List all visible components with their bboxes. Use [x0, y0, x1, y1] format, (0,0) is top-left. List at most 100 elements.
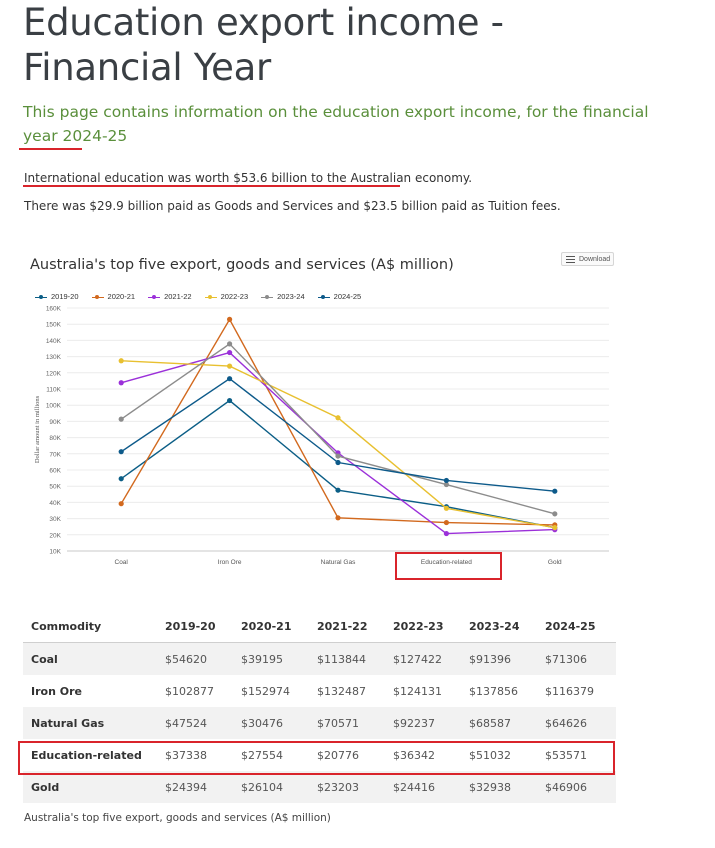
- legend-swatch: [261, 294, 274, 300]
- table-row: Gold $24394 $26104 $23203 $24416 $32938 …: [23, 771, 616, 803]
- commodity-table: Commodity 2019-20 2020-21 2021-22 2022-2…: [23, 610, 616, 803]
- data-point: [443, 505, 449, 511]
- table-cell: $32938: [461, 771, 537, 803]
- legend-item[interactable]: 2019-20: [35, 292, 79, 301]
- y-tick-label: 100K: [46, 403, 62, 410]
- data-point: [227, 349, 233, 356]
- table-cell: $26104: [233, 771, 309, 803]
- data-point: [552, 511, 558, 517]
- table-cell: $152974: [241, 684, 290, 698]
- table-cell: $30476: [233, 707, 309, 739]
- worth-paragraph: International education was worth $53.6 …: [24, 171, 473, 185]
- legend-label: 2021-22: [164, 292, 192, 302]
- chart-legend: 2019-20 2020-21 2021-22 2022-23 2023-24 2024-…: [35, 288, 374, 302]
- table-cell: Education-related: [31, 748, 142, 762]
- table-row: Coal $54620 $39195 $113844 $127422 $9139…: [23, 642, 616, 675]
- legend-swatch: [148, 294, 161, 300]
- table-cell: $127422: [385, 642, 461, 675]
- chart-title: Australia's top five export, goods and s…: [30, 257, 454, 273]
- annotation-underline-worth: [23, 185, 400, 187]
- table-row: Natural Gas $47524 $30476 $70571 $92237 …: [23, 707, 616, 739]
- legend-label: 2022-23: [220, 292, 249, 302]
- table-cell: $20776: [317, 748, 359, 762]
- y-tick-label: 10K: [49, 549, 61, 556]
- download-button[interactable]: Download: [561, 252, 614, 266]
- legend-swatch: [91, 294, 104, 300]
- table-cell: Natural Gas: [23, 707, 157, 739]
- table-cell: $53571: [545, 748, 587, 762]
- table-cell: $64626: [537, 707, 616, 739]
- table-caption: Australia's top five export, goods and s…: [24, 812, 331, 824]
- table-header: 2020-21: [233, 610, 309, 643]
- data-point: [227, 376, 233, 382]
- table-cell: $36342: [393, 748, 435, 762]
- table-header: 2019-20: [157, 610, 233, 643]
- legend-item[interactable]: 2020-21: [91, 292, 135, 301]
- table-header: 2022-23: [385, 610, 461, 643]
- y-tick-label: 20K: [49, 532, 61, 539]
- table-cell: $27554: [241, 748, 283, 762]
- line-chart: 10K 20K 30K 40K 50K 60K 70K 80K 90K 100K 110K 120K 1…: [34, 306, 609, 566]
- legend-swatch: [204, 294, 217, 300]
- table-cell: $24394: [157, 771, 233, 803]
- table-cell: $92237: [385, 707, 461, 739]
- data-point: [335, 453, 341, 459]
- page-title: Education export income - Financial Year: [23, 1, 504, 89]
- table-cell: $132487: [317, 684, 366, 698]
- table-header: 2021-22: [309, 610, 385, 643]
- annotation-underline-year: [19, 148, 82, 150]
- legend-item[interactable]: 2024-25: [317, 292, 361, 301]
- data-point: [335, 515, 341, 521]
- x-tick-label: Iron Ore: [218, 559, 242, 566]
- y-tick-label: 40K: [49, 500, 61, 507]
- table-cell: $54620: [157, 642, 233, 675]
- table-cell: $116379: [545, 684, 594, 698]
- data-point: [443, 481, 449, 488]
- table-header: 2024-25: [537, 610, 616, 643]
- annotation-box-education-tick: [395, 552, 502, 580]
- y-axis-title: Dollar amount in millions: [34, 395, 41, 463]
- table-cell: $124131: [393, 684, 442, 698]
- table-cell: $71306: [537, 642, 616, 675]
- table-cell: $137856: [469, 684, 518, 698]
- table-cell: $51032: [469, 748, 511, 762]
- legend-swatch: [35, 294, 47, 300]
- y-tick-label: 150K: [46, 322, 62, 329]
- table-cell: $47524: [157, 707, 233, 739]
- series-line: [120, 317, 555, 526]
- table-header: Commodity: [23, 610, 157, 643]
- data-point: [552, 525, 558, 531]
- table-cell: $24416: [385, 771, 461, 803]
- y-tick-label: 80K: [49, 435, 61, 442]
- legend-item[interactable]: 2021-22: [148, 292, 192, 301]
- table-cell: $102877: [165, 684, 214, 698]
- table-cell: $23203: [309, 771, 385, 803]
- data-point: [118, 501, 124, 507]
- x-tick-label: Coal: [115, 559, 129, 566]
- data-point: [118, 358, 124, 364]
- split-paragraph: There was $29.9 billion paid as Goods an…: [24, 199, 561, 213]
- data-point: [227, 316, 233, 322]
- data-point: [335, 487, 341, 493]
- legend-item[interactable]: 2023-24: [261, 292, 305, 301]
- download-label: Download: [579, 255, 611, 263]
- data-point: [443, 530, 449, 537]
- menu-icon: [566, 256, 575, 264]
- y-tick-label: 70K: [49, 451, 61, 458]
- data-point: [227, 341, 233, 347]
- chart-container: 10K 20K 30K 40K 50K 60K 70K 80K 90K 100K 110K 120K 1…: [23, 244, 619, 584]
- data-point: [443, 477, 449, 484]
- y-tick-label: 30K: [49, 516, 61, 523]
- table-header: 2023-24: [461, 610, 537, 643]
- data-point: [118, 380, 124, 386]
- table-cell: $113844: [309, 642, 385, 675]
- data-point: [227, 363, 233, 369]
- legend-item[interactable]: 2022-23: [204, 292, 249, 302]
- annotation-box-education-row: [18, 741, 615, 775]
- table-cell: $46906: [537, 771, 616, 803]
- data-point: [335, 415, 341, 421]
- y-tick-label: 120K: [46, 370, 62, 377]
- table-cell: $91396: [461, 642, 537, 675]
- legend-label: 2023-24: [277, 292, 305, 302]
- y-tick-label: 130K: [46, 354, 62, 361]
